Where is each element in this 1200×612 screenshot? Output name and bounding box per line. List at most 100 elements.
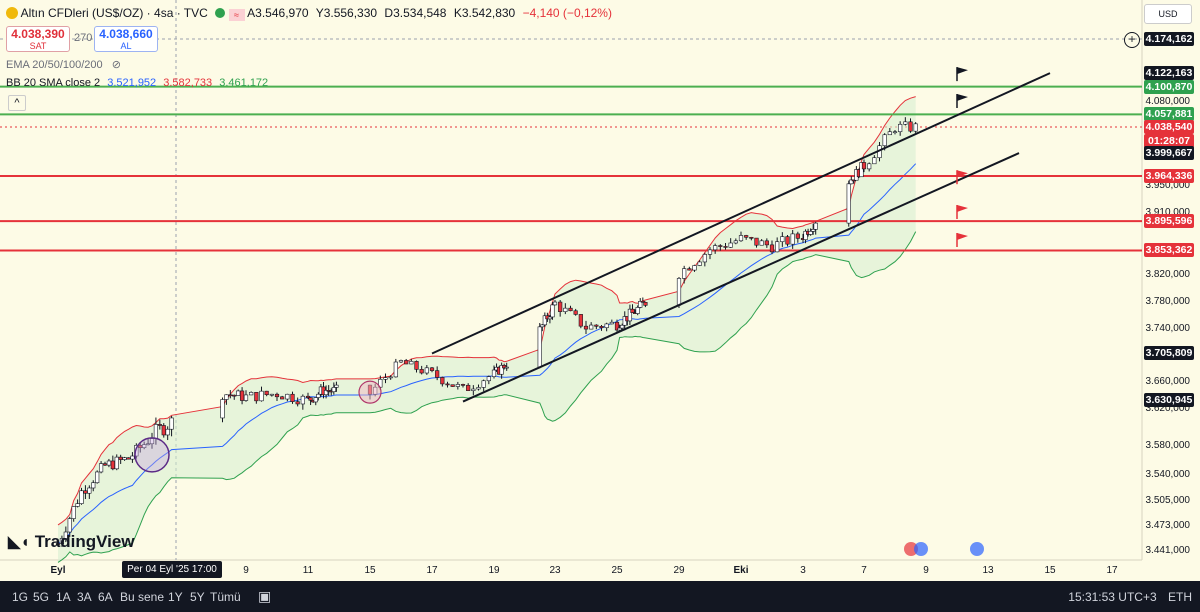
timeframe-button[interactable]: 1Y [168,590,183,604]
candle-body [630,308,635,313]
candle-body [614,321,620,331]
candle-body [419,369,424,374]
candle-body [269,393,274,396]
flag-icon-1 [957,67,968,75]
symbol-alert-icon[interactable]: ≈ [228,9,245,21]
candle-body [744,235,749,238]
candle-body [599,326,604,329]
x-tick-label: 9 [243,565,249,576]
candle-body [728,242,733,248]
candle-body [552,301,558,306]
candle-body [617,327,622,331]
low-value: D3.534,548 [384,6,447,20]
candle-body [63,531,68,539]
candle-body [702,254,707,263]
y-tick-label: 3.820,000 [1146,269,1191,280]
timeframe-button[interactable]: 3A [77,590,92,604]
price-tag: 3.705,809 [1144,346,1194,360]
y-tick-label: 4.080,000 [1146,96,1191,107]
candle-body [676,278,682,306]
candle-body [91,482,96,489]
us-flag-event-icon-2[interactable] [970,542,984,556]
candle-body [803,230,808,240]
candle-body [59,538,65,544]
candle-body [790,233,795,245]
candle-body [285,393,290,400]
candle-body [723,246,728,248]
candle-body [568,307,573,312]
chart-header: Altın CFDleri (US$/OZ) · 4sa · TVC ≈ A3.… [6,6,616,21]
symbol-title[interactable]: Altın CFDleri (US$/OZ) · 4sa · TVC [20,6,208,20]
eye-hidden-icon[interactable]: ⊘ [111,59,121,71]
candle-body [635,307,640,314]
candle-body [882,134,887,147]
candle-body [165,428,170,436]
x-tick-label: 15 [364,565,376,576]
bb-indicator-label[interactable]: BB 20 SMA close 2 3.521,952 3.582,733 3.… [6,77,268,89]
y-tick-label: 3.441,000 [1146,545,1191,556]
price-tag: 4.174,162 [1144,32,1194,46]
add-price-line-icon[interactable]: + [1124,32,1140,48]
timeframe-button[interactable]: Tümü [210,590,241,604]
x-tick-label: Eki [733,565,748,576]
candle-body [98,463,104,473]
logo-text: TradingView [34,532,135,551]
ema-indicator-label[interactable]: EMA 20/50/100/200 ⊘ [6,58,121,71]
session-label[interactable]: ETH [1168,590,1192,604]
x-tick-label: Eyl [50,565,65,576]
timeframe-button[interactable]: 5G [33,590,50,604]
x-tick-label: 15 [1044,565,1056,576]
candle-body [627,308,633,322]
candle-body [892,131,898,134]
channel-line-2 [462,152,1020,403]
candle-body [313,397,318,403]
price-tag: 01:28:07 [1144,133,1194,148]
collapse-legend-icon[interactable]: ^ [8,95,26,111]
candle-body [83,490,88,494]
candle-body [578,314,583,327]
open-value: A3.546,970 [247,6,309,20]
candle-body [398,360,404,363]
crosshair-date-label: Per 04 Eyl '25 17:00 [122,561,222,578]
candle-body [733,240,738,244]
y-tick-label: 3.740,000 [1146,323,1191,334]
candle-body [687,268,692,271]
calendar-range-icon[interactable]: ▣ [258,588,272,604]
x-tick-label: 9 [923,565,929,576]
spread-value: 270 [74,32,93,44]
candle-body [813,222,818,230]
candle-body [316,393,321,398]
timeframe-button[interactable]: 5Y [190,590,205,604]
candle-body [769,244,775,253]
clock[interactable]: 15:31:53 UTC+3 ETH [1068,590,1192,604]
candle-body [558,301,563,312]
y-tick-label: 3.473,000 [1146,520,1191,531]
us-flag-event-icon[interactable] [914,542,928,556]
candle-body [305,395,311,398]
tv-logo-icon: ◣◖ [8,534,30,551]
timeframe-button[interactable]: 1G [12,590,29,604]
currency-select[interactable]: USD [1144,4,1192,24]
x-tick-label: 13 [982,565,994,576]
timeframe-button[interactable]: 6A [98,590,113,604]
candle-body [537,326,542,368]
price-tag: 4.057,881 [1144,107,1194,122]
candle-body [228,394,233,397]
candle-body [161,425,166,436]
candle-body [383,377,388,380]
y-tick-label: 3.540,000 [1146,469,1191,480]
candle-body [295,401,300,405]
x-tick-label: 3 [800,565,806,576]
y-tick-label: 3.620,000 [1146,403,1191,414]
y-tick-label: 3.580,000 [1146,440,1191,451]
timeframe-button[interactable]: Bu sene [120,590,165,604]
timeframe-button[interactable]: 1A [56,590,71,604]
candle-body [95,471,100,484]
candle-body [749,236,754,239]
candle-body [435,370,440,378]
price-tag: 4.100,870 [1144,79,1194,94]
sell-button[interactable]: 4.038,390 SAT [6,26,70,52]
candle-body [759,240,764,246]
buy-button[interactable]: 4.038,660 AL [94,26,158,52]
